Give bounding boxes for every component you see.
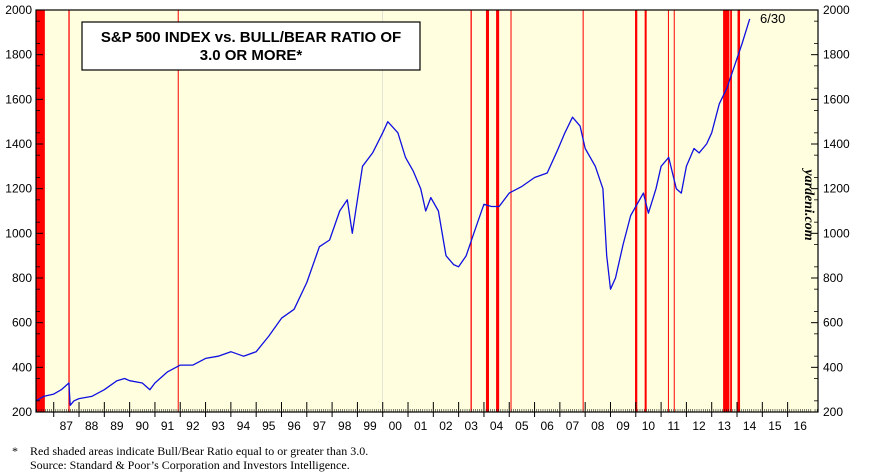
shaded-period-0 xyxy=(36,10,45,412)
y-axis-left: 200 400 600 800 1000 1200 1400 1600 1800 2000 xyxy=(5,3,43,419)
shaded-period-2 xyxy=(177,10,179,412)
shaded-period-5 xyxy=(496,10,500,412)
y-tick-label-left-2000: 2000 xyxy=(5,3,32,17)
shaded-period-8 xyxy=(635,10,638,412)
x-tick-label-97: 97 xyxy=(313,419,327,433)
y-tick-label-right-2000: 2000 xyxy=(823,3,850,17)
y-tick-label-left-1600: 1600 xyxy=(5,92,32,106)
series-group xyxy=(35,18,751,406)
shaded-period-9 xyxy=(644,10,647,412)
series-line-sp500 xyxy=(35,18,751,406)
x-tick-label-93: 93 xyxy=(211,419,225,433)
shaded-period-14 xyxy=(737,10,741,412)
x-tick-label-12: 12 xyxy=(692,419,706,433)
x-tick-label-08: 08 xyxy=(591,419,605,433)
footnote-line-2: Source: Standard & Poor’s Corporation an… xyxy=(30,458,350,472)
x-tick-label-16: 16 xyxy=(794,419,808,433)
x-tick-label-87: 87 xyxy=(60,419,74,433)
y-tick-label-right-200: 200 xyxy=(823,405,843,419)
title-box xyxy=(81,21,421,71)
x-tick-label-09: 09 xyxy=(616,419,630,433)
x-tick-label-07: 07 xyxy=(566,419,580,433)
shaded-period-3 xyxy=(470,10,472,412)
shaded-period-11 xyxy=(673,10,675,412)
y-tick-label-left-1400: 1400 xyxy=(5,137,32,151)
y-tick-label-right-600: 600 xyxy=(823,316,843,330)
shaded-period-4 xyxy=(485,10,490,412)
y-tick-label-right-1200: 1200 xyxy=(823,182,850,196)
x-tick-label-89: 89 xyxy=(110,419,124,433)
plot-background xyxy=(36,10,818,412)
shaded-period-1 xyxy=(68,10,70,412)
y-tick-label-left-200: 200 xyxy=(12,405,32,419)
x-tick-label-05: 05 xyxy=(515,419,529,433)
y-tick-label-right-1800: 1800 xyxy=(823,48,850,62)
x-tick-label-95: 95 xyxy=(262,419,276,433)
shaded-period-7 xyxy=(582,10,584,412)
x-tick-label-92: 92 xyxy=(186,419,200,433)
y-tick-label-left-800: 800 xyxy=(12,271,32,285)
y-tick-label-left-1000: 1000 xyxy=(5,226,32,240)
x-tick-label-15: 15 xyxy=(768,419,782,433)
shaded-period-10 xyxy=(667,10,669,412)
y-tick-label-right-1400: 1400 xyxy=(823,137,850,151)
title-line-2: 3.0 OR MORE* xyxy=(200,47,303,64)
x-tick-label-99: 99 xyxy=(363,419,377,433)
x-tick-label-11: 11 xyxy=(667,419,680,433)
x-tick-label-04: 04 xyxy=(490,419,504,433)
x-tick-label-02: 02 xyxy=(439,419,453,433)
x-tick-label-03: 03 xyxy=(465,419,479,433)
y-tick-label-right-1600: 1600 xyxy=(823,92,850,106)
x-tick-label-00: 00 xyxy=(389,419,403,433)
y-tick-label-right-800: 800 xyxy=(823,271,843,285)
footnote-line-1: Red shaded areas indicate Bull/Bear Rati… xyxy=(30,444,369,458)
y-tick-label-left-600: 600 xyxy=(12,316,32,330)
x-tick-label-13: 13 xyxy=(718,419,732,433)
shaded-period-13 xyxy=(730,10,732,412)
x-tick-label-98: 98 xyxy=(338,419,352,433)
shaded-period-12 xyxy=(723,10,730,412)
footnote-marker: * xyxy=(12,444,18,458)
x-tick-label-01: 01 xyxy=(414,419,428,433)
x-tick-label-14: 14 xyxy=(743,419,757,433)
y-tick-label-left-1200: 1200 xyxy=(5,182,32,196)
title-line-1: S&P 500 INDEX vs. BULL/BEAR RATIO OF xyxy=(101,29,401,46)
y-tick-label-left-400: 400 xyxy=(12,360,32,374)
x-tick-label-10: 10 xyxy=(642,419,656,433)
y-tick-label-right-1000: 1000 xyxy=(823,226,850,240)
x-axis: 87 88 89 90 91 92 93 94 95 96 97 98 99 00 01 02 03 04 05 06… xyxy=(36,402,818,433)
shaded-period-6 xyxy=(510,10,512,412)
end-date-label: 6/30 xyxy=(760,11,785,26)
x-tick-label-94: 94 xyxy=(237,419,251,433)
x-tick-label-90: 90 xyxy=(136,419,150,433)
x-tick-label-96: 96 xyxy=(287,419,301,433)
y-axis-right: 200 400 600 800 1000 1200 1400 1600 1800 2000 xyxy=(811,3,850,419)
shaded-periods xyxy=(36,10,741,412)
x-tick-label-06: 06 xyxy=(540,419,554,433)
y-tick-label-left-1800: 1800 xyxy=(5,48,32,62)
x-tick-label-91: 91 xyxy=(161,419,175,433)
y-tick-label-right-400: 400 xyxy=(823,360,843,374)
watermark-yardeni: yardeni.com xyxy=(801,167,816,240)
x-tick-label-88: 88 xyxy=(85,419,99,433)
